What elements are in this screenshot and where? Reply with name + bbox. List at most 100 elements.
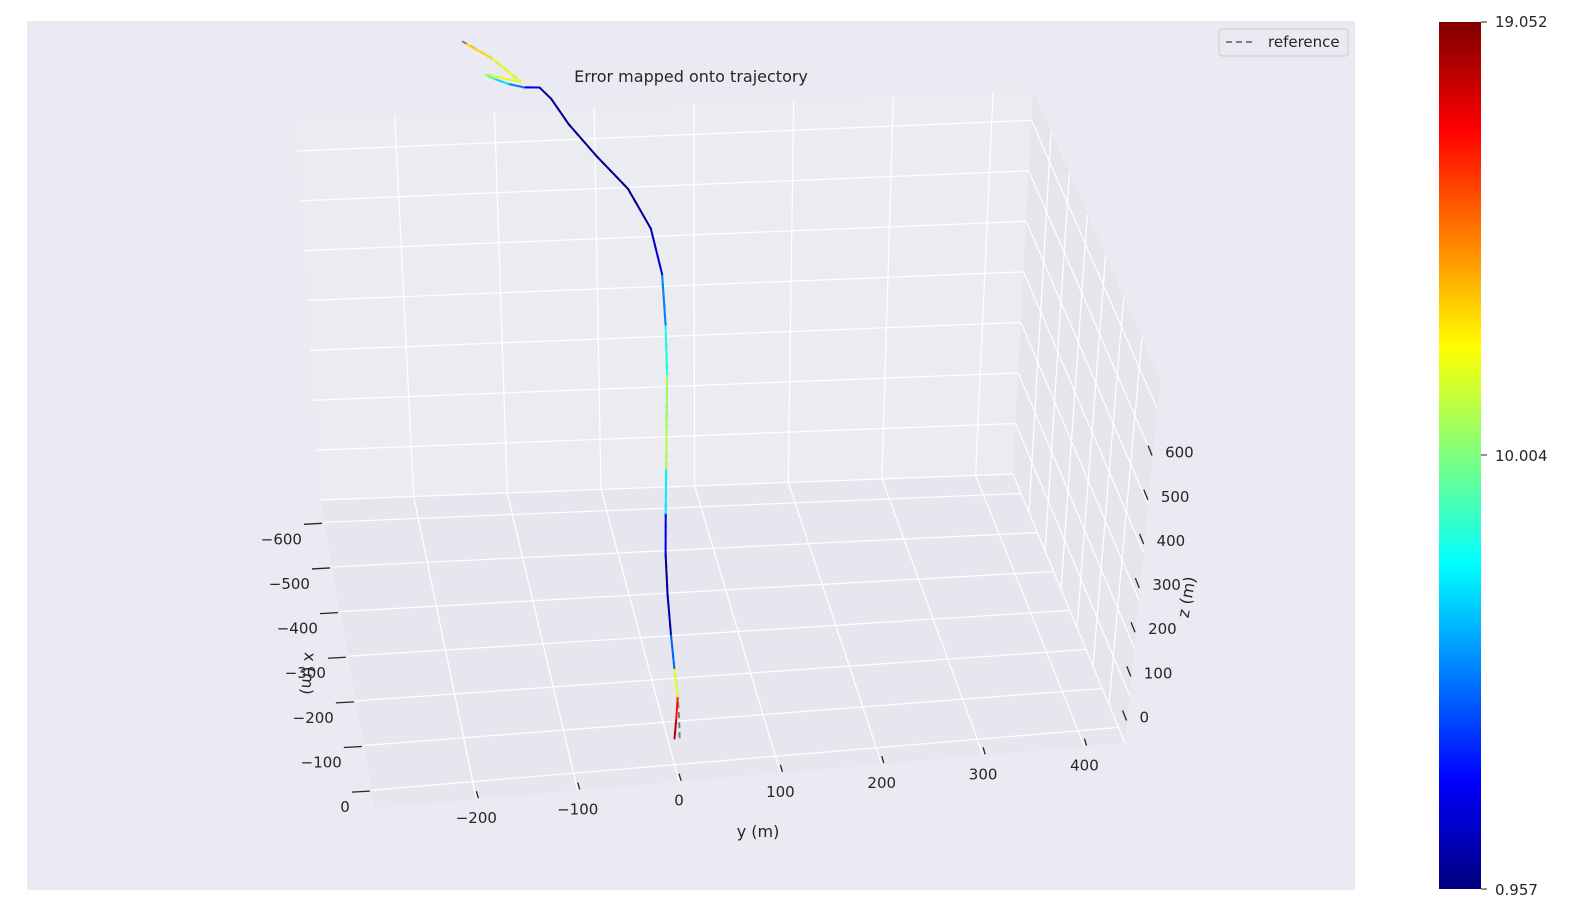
y-tick-label-0: −200	[456, 809, 497, 827]
grid-line-x-0	[323, 492, 1022, 523]
estimate-segment-23	[490, 74, 508, 81]
x-tick-label-6: 0	[340, 798, 350, 816]
side-grid-line-h-0	[1012, 473, 1126, 744]
z-tick-label-6: 600	[1165, 444, 1194, 462]
z-tick-0	[1121, 710, 1128, 721]
side-grid-line-h-6	[1028, 170, 1154, 457]
estimate-segment-12	[649, 227, 664, 276]
back-grid-line-h-5	[303, 220, 1027, 252]
y-tick-6	[1083, 738, 1088, 746]
estimate-segment-26	[465, 43, 493, 59]
x-tick-label-0: −600	[261, 530, 302, 548]
back-grid-line-y-6	[974, 91, 994, 476]
back-grid-line-y-0	[394, 116, 415, 497]
grid-line-y-0	[413, 496, 477, 800]
x-tick-4	[335, 701, 354, 704]
z-tick-label-2: 200	[1148, 620, 1177, 638]
z-tick-5	[1143, 489, 1149, 501]
grid-line-x-6	[371, 726, 1119, 791]
z-tick-2	[1130, 621, 1136, 633]
x-tick-6	[351, 790, 370, 793]
side-grid-line-v-4	[1076, 255, 1107, 628]
x-tick-2	[319, 611, 338, 615]
estimate-segment-2	[673, 667, 679, 698]
grid-line-y-4	[787, 482, 883, 765]
x-tick-5	[343, 745, 362, 749]
estimate-segment-11	[661, 273, 667, 326]
side-grid-line-h-5	[1025, 221, 1149, 505]
grid-line-y-6	[974, 475, 1086, 747]
z-tick-label-0: 0	[1140, 709, 1150, 727]
z-tick-3	[1134, 577, 1140, 589]
y-tick-label-5: 300	[969, 765, 998, 783]
y-tick-0	[475, 791, 479, 799]
y-tick-3	[779, 764, 784, 773]
back-grid-line-y-3	[693, 104, 696, 486]
z-tick-1	[1126, 666, 1132, 677]
trajectory	[461, 40, 681, 740]
estimate-segment-24	[505, 78, 522, 83]
x-tick-0	[303, 522, 323, 525]
x-tick-label-4: −200	[293, 709, 334, 727]
z-tick-label-1: 100	[1144, 664, 1173, 682]
estimate-segment-25	[490, 56, 522, 83]
z-tick-label-4: 400	[1157, 532, 1186, 550]
y-tick-label-6: 400	[1070, 757, 1099, 775]
colorbar-gradient	[1439, 22, 1481, 889]
colorbar-min-label: 0.957	[1495, 881, 1538, 899]
side-grid-line-v-6	[1108, 338, 1143, 705]
legend-box	[1218, 28, 1349, 57]
grid-line-y-2	[600, 489, 680, 782]
side-grid-line-h-2	[1017, 372, 1135, 648]
y-tick-label-3: 100	[766, 783, 795, 801]
side-grid-line-v-3	[1060, 214, 1089, 590]
grid-line-x-3	[347, 609, 1070, 657]
grid-line-y-5	[881, 478, 984, 756]
side-pane	[1013, 90, 1160, 743]
y-tick-label-4: 200	[867, 774, 896, 792]
back-grid-line-y-1	[493, 112, 508, 493]
y-tick-1	[577, 782, 581, 790]
estimate-segment-16	[550, 97, 570, 126]
estimate-segment-13	[627, 187, 652, 230]
y-tick-2	[678, 773, 682, 781]
y-tick-label-2: 0	[674, 792, 684, 810]
axis-ticks: −600 −500 −400 −300 −200 −100 0 −200 −100 0 100 200…	[261, 444, 1194, 828]
side-grid-line-h-4	[1022, 271, 1144, 553]
side-grid-line-v-5	[1092, 297, 1125, 667]
back-grid-line-y-4	[787, 100, 795, 483]
estimate-segment-3	[669, 632, 676, 670]
colorbar: 19.052 10.004 0.957	[1439, 13, 1548, 899]
grid-line-x-5	[363, 687, 1103, 747]
estimate-segment-4	[666, 592, 672, 635]
z-tick-4	[1138, 533, 1145, 545]
x-tick-1	[311, 567, 330, 570]
grid-line-y-3	[694, 485, 781, 774]
y-axis-title: y (m)	[737, 822, 780, 841]
side-grid-line-v-1	[1028, 131, 1052, 513]
chart-title: Error mapped onto trajectory	[574, 67, 808, 86]
back-grid-line-h-4	[306, 271, 1024, 302]
estimate-segment-22	[484, 73, 493, 77]
side-grid-line-h-3	[1020, 322, 1140, 600]
z-tick-6	[1147, 445, 1153, 456]
y-tick-label-1: −100	[557, 800, 598, 818]
y-tick-5	[982, 747, 986, 755]
grid-line-x-2	[339, 570, 1054, 613]
x-tick-label-1: −500	[269, 575, 310, 593]
colorbar-max-label: 19.052	[1495, 13, 1548, 31]
y-tick-4	[881, 755, 885, 764]
grid-line-x-1	[331, 531, 1038, 568]
side-grid-line-h-1	[1015, 423, 1131, 696]
x-tick-label-2: −400	[277, 620, 318, 638]
back-grid-line-y-5	[881, 95, 894, 479]
z-tick-label-3: 300	[1152, 576, 1181, 594]
z-tick-label-5: 500	[1161, 488, 1190, 506]
x-tick-label-5: −100	[301, 754, 342, 772]
back-grid-line-h-6	[300, 170, 1029, 202]
back-grid-line-y-2	[593, 108, 602, 490]
side-grid-line-v-2	[1044, 172, 1070, 551]
legend: reference	[1218, 28, 1349, 57]
estimate-segment-19	[507, 82, 525, 89]
estimate-segment-5	[664, 553, 669, 595]
